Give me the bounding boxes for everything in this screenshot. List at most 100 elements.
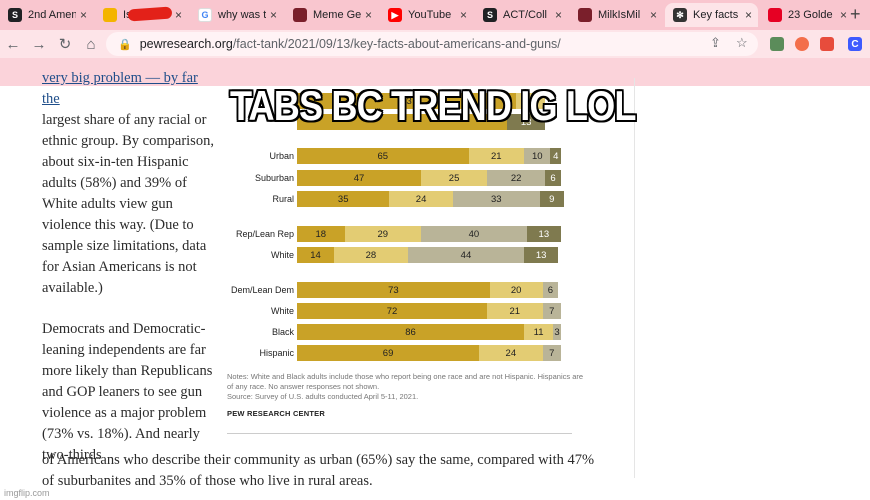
row-label: Rural [272, 194, 294, 204]
bar-segment: 11 [524, 324, 554, 340]
browser-tab[interactable]: MilkIsMil × [570, 3, 663, 27]
browser-tab[interactable]: S 2nd Amen × [0, 3, 93, 27]
row-label: Dem/Lean Dem [230, 285, 294, 295]
row-label: Black [271, 327, 294, 337]
extension-icon[interactable] [795, 37, 809, 51]
close-tab-icon[interactable]: × [459, 8, 467, 22]
bar-segment: 83 [297, 93, 517, 109]
forward-icon[interactable]: → [31, 35, 47, 53]
browser-tab[interactable]: ▶ YouTube × [380, 3, 473, 27]
close-tab-icon[interactable]: × [744, 8, 752, 22]
chart-notes: Notes: White and Black adults include th… [227, 372, 584, 401]
back-icon[interactable]: ← [5, 35, 21, 53]
new-tab-button[interactable]: + [850, 4, 861, 24]
row-label: White [270, 306, 294, 316]
extension-icon[interactable]: C [848, 37, 862, 51]
row-label: White [270, 250, 294, 260]
bar-segment: 29 [344, 226, 422, 242]
tab-title: YouTube [408, 9, 452, 21]
close-tab-icon[interactable]: × [174, 8, 182, 22]
bar-segment: 13 [526, 226, 561, 242]
bar-segment: 7 [542, 303, 561, 319]
imgflip-icon [293, 8, 307, 22]
article-paragraph: Democrats and Democratic-leaning indepen… [42, 321, 213, 463]
bar-segment: 47 [297, 170, 422, 186]
pew-icon: ✻ [673, 8, 687, 22]
row-label: Suburban [254, 173, 294, 183]
close-tab-icon[interactable]: × [839, 8, 847, 22]
divider [227, 433, 572, 434]
close-tab-icon[interactable]: × [364, 8, 372, 22]
snopes-icon: S [483, 8, 497, 22]
bar-segment: 86 [297, 324, 525, 340]
bar-segment: 33 [452, 191, 540, 207]
bar-segment: 3 [553, 324, 561, 340]
close-tab-icon[interactable]: × [269, 8, 277, 22]
toolbar-tint [0, 58, 870, 86]
tab-title: why was t [218, 9, 266, 21]
bar-segment: 24 [389, 191, 453, 207]
bar-segment: 10 [524, 148, 551, 164]
bar-segment: 13 [507, 114, 546, 130]
browser-tab[interactable]: Meme Ge × [285, 3, 378, 27]
close-tab-icon[interactable]: × [554, 8, 562, 22]
bar-segment: 22 [487, 170, 546, 186]
browser-tab[interactable]: S ACT/Coll × [475, 3, 568, 27]
bar-segment: 20 [489, 282, 543, 298]
pinterest-icon [768, 8, 782, 22]
article-text: very big problem — by far the largest sh… [42, 68, 214, 486]
close-tab-icon[interactable]: × [649, 8, 657, 22]
bar-segment: 7 [542, 345, 561, 361]
chart-credit: PEW RESEARCH CENTER [227, 409, 325, 418]
bar-segment: 21 [468, 148, 525, 164]
lock-icon: 🔒 [118, 38, 132, 51]
meme-caption: TABS BC TREND IG LOL [230, 82, 636, 129]
address-bar[interactable]: 🔒 pewresearch.org/fact-tank/2021/09/13/k… [106, 32, 758, 56]
bar-segment: 6 [545, 170, 561, 186]
watermark: imgflip.com [4, 488, 50, 498]
bar-segment: 44 [407, 247, 525, 263]
address-url: pewresearch.org/fact-tank/2021/09/13/key… [139, 37, 561, 51]
article-link[interactable]: very big problem — by far the [42, 70, 198, 107]
bar-segment: 72 [297, 303, 488, 319]
bar-segment: 14 [297, 247, 334, 263]
bar-segment: 40 [421, 226, 527, 242]
bar-segment: 4 [550, 148, 561, 164]
bar-segment [297, 114, 546, 130]
snopes-icon: S [8, 8, 22, 22]
google-icon: G [198, 8, 212, 22]
tab-title: Key facts [693, 9, 739, 21]
tab-title: 23 Golde [788, 9, 833, 21]
reload-icon[interactable]: ↻ [58, 36, 72, 53]
bookmark-star-icon[interactable]: ☆ [736, 35, 748, 50]
row-label: Rep/Lean Rep [235, 229, 294, 239]
bar-segment: 24 [479, 345, 543, 361]
megaphone-icon[interactable] [820, 37, 834, 51]
row-label: Hispanic [259, 348, 294, 358]
tab-title: Meme Ge [313, 9, 361, 21]
column-divider [634, 78, 635, 478]
browser-tab[interactable]: ✻ Key facts × [665, 3, 758, 27]
tab-title: 2nd Amen [28, 9, 76, 21]
bar-segment: 28 [333, 247, 408, 263]
bar-segment: 13 [524, 247, 559, 263]
close-tab-icon[interactable]: × [79, 8, 87, 22]
bar-segment: 25 [421, 170, 488, 186]
share-icon[interactable]: ⇪ [710, 35, 721, 50]
browser-tab[interactable]: 23 Golde × [760, 3, 853, 27]
article-paragraph: of Americans who describe their communit… [42, 452, 595, 489]
bar-segment: 69 [297, 345, 480, 361]
bar-segment: 35 [297, 191, 390, 207]
youtube-icon: ▶ [388, 8, 402, 22]
row-label: Urban [269, 151, 294, 161]
bar-segment: 6 [542, 282, 559, 298]
tab-title: ACT/Coll [503, 9, 548, 21]
bar-segment: 21 [487, 303, 543, 319]
mail-icon [103, 8, 117, 22]
bar-segment: 11 [516, 93, 546, 109]
tab-title: MilkIsMil [598, 9, 641, 21]
home-icon[interactable]: ⌂ [86, 35, 96, 53]
bar-segment: 9 [539, 191, 564, 207]
extension-icon[interactable] [770, 37, 784, 51]
